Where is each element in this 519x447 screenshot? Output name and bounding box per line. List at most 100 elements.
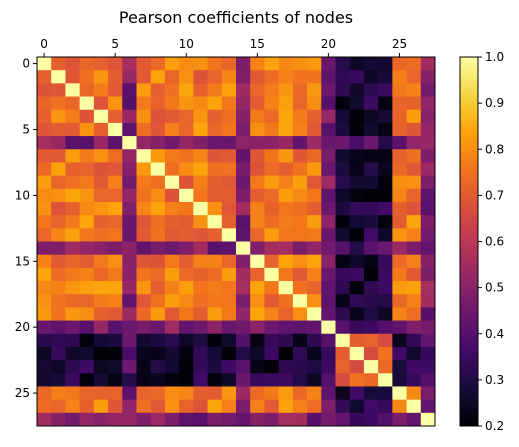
- heatmap-cell: [93, 188, 109, 203]
- heatmap-cell: [321, 162, 336, 177]
- heatmap-cell: [51, 307, 66, 321]
- heatmap-cell: [406, 346, 422, 361]
- heatmap-cell: [37, 399, 52, 414]
- heatmap-cell: [179, 149, 194, 163]
- heatmap-cell: [108, 70, 123, 84]
- heatmap-cell: [292, 162, 308, 177]
- heatmap-cell: [136, 360, 152, 374]
- heatmap-cell: [236, 83, 251, 97]
- heatmap-cell: [236, 109, 251, 124]
- heatmap-cell: [164, 386, 180, 401]
- heatmap-cell: [392, 294, 407, 308]
- heatmap-cell: [264, 96, 280, 111]
- heatmap-cell: [307, 360, 322, 374]
- heatmap-cell: [236, 267, 251, 282]
- heatmap-cell: [221, 83, 237, 97]
- heatmap-cell: [136, 83, 152, 97]
- heatmap-cell: [150, 346, 166, 361]
- heatmap-cell: [150, 360, 166, 374]
- heatmap-cell: [164, 254, 180, 269]
- heatmap-cell: [122, 254, 137, 269]
- heatmap-cell: [335, 136, 351, 150]
- heatmap-cell: [250, 188, 265, 203]
- heatmap-cell: [349, 149, 365, 163]
- heatmap-cell: [108, 333, 123, 348]
- heatmap-cell: [37, 96, 52, 111]
- heatmap-cell: [378, 201, 393, 216]
- heatmap-cell: [79, 307, 95, 321]
- heatmap-cell: [406, 136, 422, 150]
- heatmap-cell: [278, 241, 294, 256]
- heatmap-cell: [122, 360, 137, 374]
- heatmap-cell: [136, 57, 152, 71]
- heatmap-cell: [378, 412, 393, 427]
- heatmap-cell: [236, 162, 251, 177]
- heatmap-cell: [236, 412, 251, 427]
- heatmap-cell: [37, 122, 52, 137]
- heatmap-cell: [250, 201, 265, 216]
- heatmap-cell: [207, 294, 223, 308]
- heatmap-cell: [193, 83, 208, 97]
- heatmap-cell: [179, 215, 194, 229]
- heatmap-cell: [264, 122, 280, 137]
- y-tick-label: 20: [15, 320, 30, 334]
- heatmap-cell: [378, 294, 393, 308]
- heatmap-cell: [79, 228, 95, 242]
- heatmap-cell: [321, 320, 336, 335]
- heatmap-cell: [307, 96, 322, 111]
- heatmap-cell: [79, 360, 95, 374]
- heatmap-cell: [236, 294, 251, 308]
- heatmap-cell: [363, 109, 379, 124]
- heatmap-cell: [122, 333, 137, 348]
- heatmap-cell: [108, 412, 123, 427]
- heatmap-cell: [321, 412, 336, 427]
- heatmap-cell: [349, 70, 365, 84]
- heatmap-cell: [392, 346, 407, 361]
- heatmap-cell: [51, 360, 66, 374]
- heatmap-cell: [378, 228, 393, 242]
- heatmap-cell: [307, 149, 322, 163]
- heatmap-cell: [292, 149, 308, 163]
- heatmap-cell: [150, 254, 166, 269]
- heatmap-cell: [179, 201, 194, 216]
- heatmap-cell: [307, 175, 322, 190]
- heatmap-cell: [236, 399, 251, 414]
- heatmap-cell: [79, 281, 95, 295]
- heatmap-cell: [65, 307, 81, 321]
- heatmap-cell: [108, 241, 123, 256]
- heatmap-cell: [378, 109, 393, 124]
- heatmap-cell: [65, 83, 81, 97]
- heatmap-cell: [37, 57, 52, 71]
- heatmap-cell: [307, 307, 322, 321]
- heatmap-cell: [65, 57, 81, 71]
- heatmap-cell: [420, 70, 436, 84]
- heatmap-cell: [335, 346, 351, 361]
- heatmap-cell: [392, 399, 407, 414]
- heatmap-cell: [108, 188, 123, 203]
- heatmap-cell: [321, 122, 336, 137]
- heatmap-cell: [236, 188, 251, 203]
- heatmap-cell: [292, 386, 308, 401]
- heatmap-cell: [406, 96, 422, 111]
- x-axis: 0 5 10 15 20 25: [40, 37, 407, 57]
- heatmap-cell: [150, 57, 166, 71]
- heatmap-cell: [420, 149, 436, 163]
- heatmap-cell: [406, 149, 422, 163]
- heatmap-cell: [292, 294, 308, 308]
- heatmap-cell: [349, 201, 365, 216]
- heatmap-cell: [65, 149, 81, 163]
- heatmap-cell: [150, 412, 166, 427]
- heatmap-cell: [307, 136, 322, 150]
- heatmap-cell: [51, 201, 66, 216]
- heatmap-cell: [79, 333, 95, 348]
- heatmap-cell: [236, 215, 251, 229]
- heatmap-cell: [51, 57, 66, 71]
- heatmap-cell: [207, 228, 223, 242]
- heatmap-cell: [108, 267, 123, 282]
- heatmap-cell: [93, 399, 109, 414]
- heatmap-cell: [179, 267, 194, 282]
- heatmap-cell: [37, 188, 52, 203]
- heatmap-cell: [363, 320, 379, 335]
- heatmap-cell: [164, 228, 180, 242]
- heatmap-cell: [207, 241, 223, 256]
